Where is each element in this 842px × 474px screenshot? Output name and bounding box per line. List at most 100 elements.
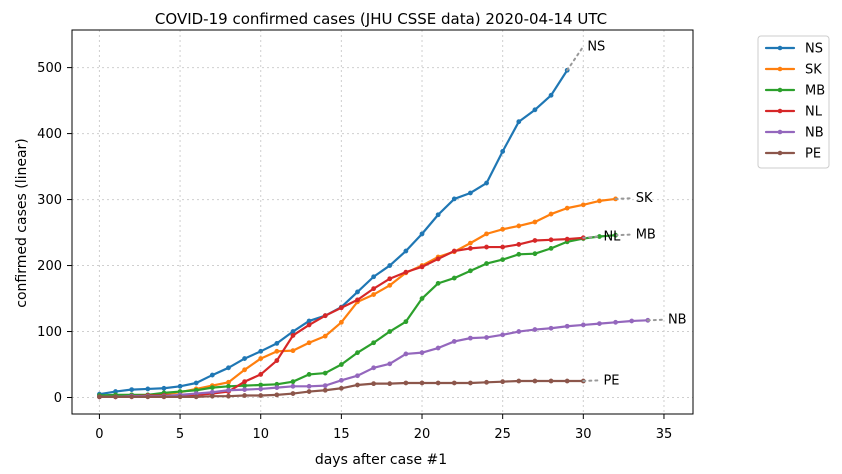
data-point — [419, 380, 425, 386]
data-point — [355, 297, 360, 303]
data-point — [113, 394, 118, 400]
data-point — [387, 263, 393, 268]
data-point — [451, 275, 457, 281]
data-point — [355, 289, 360, 295]
data-point — [564, 323, 570, 329]
data-point — [209, 389, 215, 395]
data-point — [516, 119, 522, 125]
data-point — [468, 190, 473, 196]
y-axis-label: confirmed cases (linear) — [14, 138, 30, 308]
data-point — [274, 341, 280, 346]
series-end-label: SK — [636, 191, 653, 206]
series-end-label: PE — [603, 373, 619, 388]
legend-label-sk: SK — [805, 63, 822, 78]
data-point — [629, 318, 635, 324]
plot-background — [72, 30, 693, 414]
data-point — [290, 333, 296, 338]
data-point — [306, 318, 312, 324]
projection-line — [614, 197, 633, 200]
data-point — [371, 381, 377, 387]
data-point — [338, 305, 344, 311]
data-point — [322, 313, 328, 319]
data-point — [468, 335, 473, 341]
x-tick-label: 25 — [494, 427, 511, 442]
plot-layer: 0 5 10 15 20 25 30 35 0 100 200 300 400 500 NS SK MB NL NB… — [37, 29, 694, 442]
data-point — [419, 350, 425, 356]
data-point — [580, 322, 586, 328]
data-point — [468, 245, 473, 251]
data-point — [371, 365, 377, 371]
data-point — [338, 385, 344, 391]
projection-line — [646, 318, 665, 322]
series-pe: PE — [97, 373, 620, 400]
legend-marker-mb — [777, 87, 783, 93]
data-point — [242, 356, 247, 361]
data-point — [209, 393, 215, 399]
data-point — [322, 370, 328, 376]
series-end-label: NS — [587, 39, 605, 54]
data-point — [161, 394, 167, 400]
data-point — [484, 335, 489, 340]
data-point — [129, 387, 135, 392]
legend-label-nb: NB — [805, 126, 824, 141]
data-point — [387, 329, 393, 334]
y-tick-label: 500 — [37, 61, 62, 76]
data-point — [97, 394, 102, 400]
y-tick-label: 100 — [37, 325, 62, 340]
data-point — [532, 238, 538, 243]
data-point — [226, 393, 231, 399]
data-point — [387, 282, 393, 288]
data-point — [306, 340, 312, 346]
data-point — [226, 383, 231, 389]
data-point — [419, 264, 425, 270]
data-point — [435, 212, 441, 218]
data-point — [290, 379, 296, 385]
data-point — [451, 248, 457, 254]
data-point — [242, 387, 247, 392]
data-point — [548, 245, 554, 251]
data-point — [193, 394, 199, 400]
data-point — [468, 380, 473, 386]
series-nb: NB — [97, 313, 687, 400]
data-point — [403, 319, 409, 325]
legend-marker-nb — [777, 129, 783, 135]
data-point — [274, 358, 280, 363]
data-point — [193, 380, 199, 386]
data-point — [371, 340, 377, 346]
data-point — [355, 373, 360, 379]
data-point — [564, 205, 570, 211]
data-point — [516, 223, 522, 229]
data-point — [161, 385, 167, 391]
data-point — [355, 382, 360, 388]
data-point — [548, 237, 554, 243]
data-point — [580, 202, 586, 208]
data-point — [338, 362, 344, 367]
data-point — [242, 393, 247, 398]
legend-label-pe: PE — [805, 147, 821, 162]
y-tick-label: 400 — [37, 127, 62, 142]
data-point — [306, 372, 312, 377]
x-tick-label: 35 — [656, 427, 673, 442]
data-point — [435, 256, 441, 262]
legend-marker-pe — [777, 150, 783, 156]
data-point — [403, 351, 409, 357]
data-point — [226, 365, 231, 371]
legend-label-nl: NL — [805, 105, 823, 120]
data-point — [371, 286, 377, 292]
data-point — [177, 394, 183, 400]
data-point — [258, 356, 264, 361]
data-point — [290, 383, 296, 389]
data-point — [338, 319, 344, 325]
data-point — [226, 387, 231, 393]
data-point — [387, 276, 393, 282]
data-point — [484, 231, 489, 237]
data-point — [500, 379, 506, 385]
data-point — [274, 385, 280, 391]
data-point — [258, 372, 264, 377]
data-point — [290, 391, 296, 396]
data-point — [242, 367, 247, 373]
data-point — [484, 244, 489, 250]
data-point — [435, 280, 441, 286]
x-tick-label: 10 — [252, 427, 269, 442]
data-point — [532, 219, 538, 225]
